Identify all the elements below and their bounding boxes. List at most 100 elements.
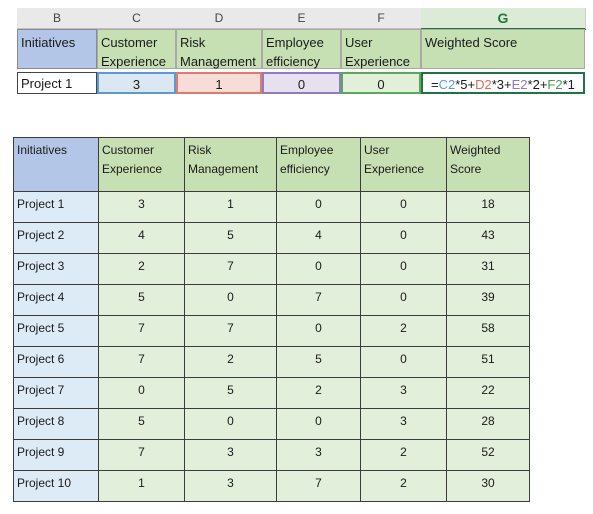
row-weighted-score-value[interactable]: 51 [446, 346, 530, 378]
row-employee-efficiency-value[interactable]: 5 [276, 346, 361, 378]
formula-prefix: = [431, 77, 439, 92]
row-project-name[interactable]: Project 1 [13, 191, 99, 223]
row-user-experience-value[interactable]: 2 [360, 470, 447, 502]
row-risk-management-value[interactable]: 5 [184, 222, 277, 254]
row-customer-experience-value[interactable]: 4 [98, 222, 185, 254]
row-weighted-score-value[interactable]: 30 [446, 470, 530, 502]
table-header-employee-efficiency[interactable]: Employee efficiency [276, 137, 361, 192]
row-customer-experience-value[interactable]: 1 [98, 470, 185, 502]
row-user-experience-value[interactable]: 0 [360, 253, 447, 285]
row-risk-management-value[interactable]: 2 [184, 346, 277, 378]
row-customer-experience-value[interactable]: 2 [98, 253, 185, 285]
row-project-name[interactable]: Project 9 [13, 439, 99, 471]
row-weighted-score-value[interactable]: 18 [446, 191, 530, 223]
row-employee-efficiency-value[interactable]: 4 [276, 222, 361, 254]
row-weighted-score-value[interactable]: 31 [446, 253, 530, 285]
row-employee-efficiency-value[interactable]: 0 [276, 253, 361, 285]
header-cell-weighted-score[interactable]: Weighted Score [421, 29, 585, 69]
row-project-name[interactable]: Project 5 [13, 315, 99, 347]
row-risk-management-value[interactable]: 3 [184, 439, 277, 471]
row-customer-experience-value[interactable]: 7 [98, 439, 185, 471]
formula-ref-e2: E2 [511, 77, 528, 92]
row-customer-experience-value[interactable]: 3 [98, 191, 185, 223]
header-cell-risk-management[interactable]: Risk Management [176, 29, 262, 69]
row-project-name[interactable]: Project 6 [13, 346, 99, 378]
column-header-f[interactable]: F [341, 8, 422, 29]
row-employee-efficiency-value[interactable]: 7 [276, 284, 361, 316]
row-project-name[interactable]: Project 10 [13, 470, 99, 502]
row-weighted-score-value[interactable]: 39 [446, 284, 530, 316]
row-project-name[interactable]: Project 7 [13, 377, 99, 409]
row-user-experience-value[interactable]: 3 [360, 377, 447, 409]
formula-ref-c2: C2 [438, 77, 456, 92]
column-header-b[interactable]: B [17, 8, 98, 29]
row-risk-management-value[interactable]: 0 [184, 284, 277, 316]
column-header-g-active[interactable]: G [421, 8, 586, 30]
row-user-experience-value[interactable]: 2 [360, 439, 447, 471]
header-cell-customer-experience[interactable]: Customer Experience [97, 29, 176, 69]
header-cell-initiatives[interactable]: Initiatives [17, 29, 97, 69]
header-cell-user-experience[interactable]: User Experience [341, 29, 421, 69]
table-header-weighted-score[interactable]: Weighted Score [446, 137, 530, 192]
row-weighted-score-value[interactable]: 28 [446, 408, 530, 440]
table-header-user-experience[interactable]: User Experience [360, 137, 447, 192]
table-row: Project 4 5 0 7 0 39 [13, 284, 530, 316]
row-customer-experience-value[interactable]: 5 [98, 284, 185, 316]
row-employee-efficiency-value[interactable]: 0 [276, 315, 361, 347]
cell-f2[interactable]: 0 [341, 72, 421, 94]
row-employee-efficiency-value[interactable]: 0 [276, 191, 361, 223]
header-cell-employee-efficiency[interactable]: Employee efficiency [262, 29, 341, 69]
row-weighted-score-value[interactable]: 52 [446, 439, 530, 471]
column-header-e[interactable]: E [262, 8, 342, 29]
row-customer-experience-value[interactable]: 7 [98, 315, 185, 347]
table-row: Project 8 5 0 0 3 28 [13, 408, 530, 440]
row-project-name[interactable]: Project 2 [13, 222, 99, 254]
row-weighted-score-value[interactable]: 43 [446, 222, 530, 254]
formula-operator: *2+ [527, 77, 548, 92]
row-user-experience-value[interactable]: 0 [360, 191, 447, 223]
cell-d2[interactable]: 1 [176, 72, 262, 94]
row-risk-management-value[interactable]: 0 [184, 408, 277, 440]
row-project-name[interactable]: Project 3 [13, 253, 99, 285]
table-row: Project 10 1 3 7 2 30 [13, 470, 530, 502]
row-customer-experience-value[interactable]: 7 [98, 346, 185, 378]
row-customer-experience-value[interactable]: 0 [98, 377, 185, 409]
cell-b2-project[interactable]: Project 1 [17, 72, 97, 94]
formula-operator: *1 [562, 77, 575, 92]
cell-c2[interactable]: 3 [97, 72, 176, 94]
table-row: Project 5 7 7 0 2 58 [13, 315, 530, 347]
cell-g2-formula-edit[interactable]: =C2*5+D2*3+E2*2+F2*1 [421, 72, 585, 94]
row-user-experience-value[interactable]: 0 [360, 284, 447, 316]
row-customer-experience-value[interactable]: 5 [98, 408, 185, 440]
formula-operator: *5+ [455, 77, 476, 92]
table-header-row: Initiatives Customer Experience Risk Man… [13, 137, 530, 192]
row-project-name[interactable]: Project 4 [13, 284, 99, 316]
column-header-d[interactable]: D [176, 8, 263, 29]
row-weighted-score-value[interactable]: 22 [446, 377, 530, 409]
row-user-experience-value[interactable]: 0 [360, 222, 447, 254]
row-user-experience-value[interactable]: 2 [360, 315, 447, 347]
formula-ref-d2: D2 [475, 77, 492, 92]
row-risk-management-value[interactable]: 7 [184, 253, 277, 285]
row-employee-efficiency-value[interactable]: 7 [276, 470, 361, 502]
row-risk-management-value[interactable]: 7 [184, 315, 277, 347]
row-employee-efficiency-value[interactable]: 0 [276, 408, 361, 440]
table-row: Project 7 0 5 2 3 22 [13, 377, 530, 409]
row-risk-management-value[interactable]: 1 [184, 191, 277, 223]
row-risk-management-value[interactable]: 5 [184, 377, 277, 409]
row-project-name[interactable]: Project 8 [13, 408, 99, 440]
weighted-score-table: Initiatives Customer Experience Risk Man… [13, 137, 530, 502]
table-header-initiatives[interactable]: Initiatives [13, 137, 99, 192]
table-row: Project 6 7 2 5 0 51 [13, 346, 530, 378]
row-risk-management-value[interactable]: 3 [184, 470, 277, 502]
cell-e2[interactable]: 0 [262, 72, 341, 94]
table-header-risk-management[interactable]: Risk Management [184, 137, 277, 192]
table-header-customer-experience[interactable]: Customer Experience [98, 137, 185, 192]
row-employee-efficiency-value[interactable]: 2 [276, 377, 361, 409]
row-user-experience-value[interactable]: 3 [360, 408, 447, 440]
row-employee-efficiency-value[interactable]: 3 [276, 439, 361, 471]
row-user-experience-value[interactable]: 0 [360, 346, 447, 378]
column-header-c[interactable]: C [97, 8, 177, 29]
formula-ref-f2: F2 [547, 77, 563, 92]
row-weighted-score-value[interactable]: 58 [446, 315, 530, 347]
